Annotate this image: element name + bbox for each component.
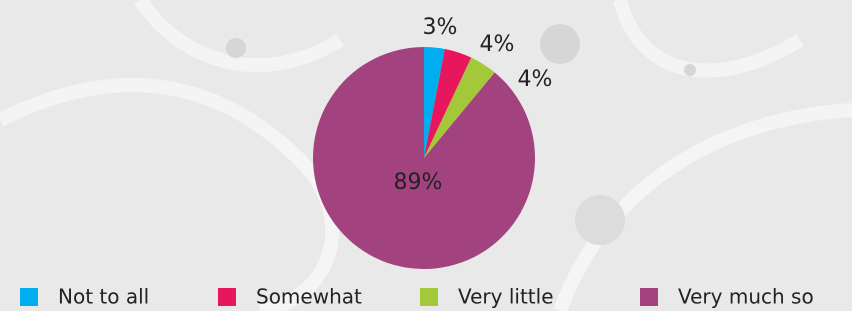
data-label: 3% — [423, 15, 458, 40]
legend-label: Somewhat — [256, 285, 362, 309]
chart: 3% 4%4% 89% Not to all Somewhat Very little Ve… — [0, 0, 852, 311]
legend-swatch — [640, 288, 658, 306]
legend-label: Very little — [458, 285, 554, 309]
legend-swatch — [20, 288, 38, 306]
legend-label: Very much so — [678, 285, 814, 309]
legend-swatch — [218, 288, 236, 306]
legend-label: Not to all — [58, 285, 149, 309]
data-label: 4% — [480, 32, 515, 57]
pie-slice — [313, 47, 535, 269]
legend-swatch — [420, 288, 438, 306]
data-label: 4% — [518, 67, 553, 92]
data-label: 89% — [394, 170, 443, 195]
